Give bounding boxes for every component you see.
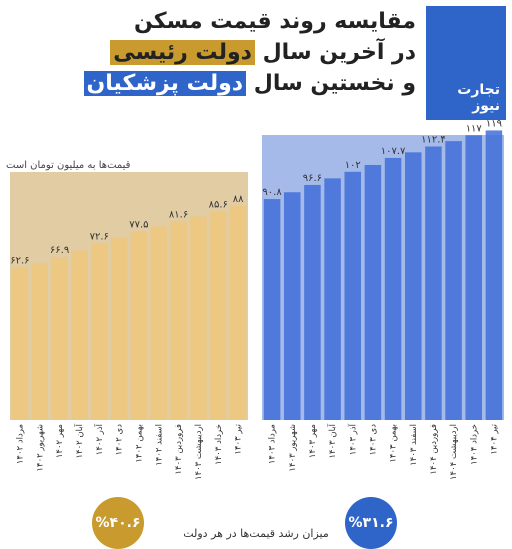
x-tick-label-raisi-5: آذر ۱۴۰۲ <box>93 423 105 455</box>
x-tick-label-raisi-8: اسفند ۱۴۰۲ <box>154 424 164 466</box>
data-label-pezeshkian-1: ۹۰.۸ <box>262 187 282 198</box>
bar-pezeshkian-6 <box>364 164 382 420</box>
x-tick-label-raisi-2: شهریور ۱۴۰۲ <box>35 424 45 472</box>
data-label-pezeshkian-5: ۱۰۲ <box>345 160 361 171</box>
x-tick-label-pezeshkian-9: فروردین ۱۴۰۴ <box>429 424 439 475</box>
bar-pezeshkian-7 <box>384 157 402 420</box>
footer-label: میزان رشد قیمت‌ها در هر دولت <box>183 527 329 540</box>
bar-raisi-3 <box>51 257 68 420</box>
bar-raisi-2 <box>31 263 48 420</box>
data-label-raisi-3: ۶۶.۹ <box>50 245 69 256</box>
bar-pezeshkian-5 <box>344 171 362 420</box>
title-highlight-pezeshkian: دولت پزشکیان <box>83 71 247 96</box>
bar-pezeshkian-12 <box>485 130 503 420</box>
x-tick-label-raisi-11: خرداد ۱۴۰۳ <box>214 424 224 465</box>
bar-raisi-11 <box>210 211 227 420</box>
data-label-raisi-9: ۸۱.۶ <box>169 209 188 220</box>
bar-pezeshkian-2 <box>283 192 301 420</box>
x-tick-label-raisi-10: اردیبهشت ۱۴۰۳ <box>194 424 204 480</box>
bar-pezeshkian-11 <box>465 135 483 421</box>
bar-raisi-7 <box>130 231 148 420</box>
bar-pezeshkian-10 <box>445 141 462 420</box>
x-tick-label-pezeshkian-5: آذر ۱۴۰۳ <box>346 423 358 455</box>
x-tick-label-raisi-9: فروردین ۱۴۰۳ <box>174 424 184 475</box>
x-tick-label-pezeshkian-11: خرداد ۱۴۰۴ <box>469 424 479 465</box>
bar-pezeshkian-3 <box>304 184 321 420</box>
title-line-3-prefix: و نخستین سال <box>246 71 416 96</box>
x-tick-label-raisi-1: مرداد ۱۴۰۲ <box>15 424 25 464</box>
chart-title: مقایسه روند قیمت مسکن در آخرین سال دولت … <box>83 6 416 99</box>
bar-pezeshkian-8 <box>404 152 422 421</box>
logo-text: تجارت نیوز <box>457 82 500 114</box>
x-tick-label-pezeshkian-8: اسفند ۱۴۰۳ <box>409 424 419 466</box>
title-line-2: در آخرین سال دولت رئیسی <box>100 37 416 68</box>
bar-raisi-6 <box>110 237 128 420</box>
data-label-pezeshkian-11: ۱۱۷ <box>466 123 483 134</box>
x-tick-label-pezeshkian-7: بهمن ۱۴۰۳ <box>389 424 399 463</box>
data-label-raisi-1: ۶۲.۶ <box>10 256 29 267</box>
data-label-raisi-5: ۷۲.۶ <box>90 231 109 242</box>
x-tick-label-raisi-4: آبان ۱۴۰۲ <box>73 423 85 458</box>
data-label-pezeshkian-9: ۱۱۲.۴ <box>421 134 446 145</box>
bar-raisi-9 <box>170 221 187 420</box>
bar-raisi-12 <box>229 205 247 420</box>
x-tick-label-raisi-6: دی ۱۴۰۲ <box>115 424 125 456</box>
x-tick-label-raisi-3: مهر ۱۴۰۲ <box>55 424 65 458</box>
title-highlight-raisi: دولت رئیسی <box>110 40 255 65</box>
unit-note: قیمت‌ها به میلیون تومان است <box>6 160 131 171</box>
data-label-raisi-7: ۷۷.۵ <box>129 219 148 230</box>
x-tick-label-pezeshkian-12: تیر ۱۴۰۴ <box>489 423 499 454</box>
data-label-pezeshkian-12: ۱۱۹ <box>486 118 502 129</box>
bar-pezeshkian-1 <box>263 199 281 420</box>
x-tick-label-pezeshkian-2: شهریور ۱۴۰۳ <box>288 424 298 472</box>
brand-logo: تجارت نیوز <box>426 6 506 120</box>
panel-background-pezeshkian <box>262 135 504 420</box>
title-line-2-prefix: در آخرین سال <box>254 40 416 65</box>
growth-badge-pezeshkian: %۳۱.۶ <box>345 497 397 549</box>
data-label-raisi-12: ۸۸ <box>233 194 244 205</box>
x-tick-label-pezeshkian-6: دی ۱۴۰۳ <box>368 424 378 456</box>
x-tick-label-pezeshkian-3: مهر ۱۴۰۳ <box>308 424 318 458</box>
panel-background-raisi <box>10 172 248 420</box>
bar-raisi-4 <box>71 250 88 420</box>
growth-badge-raisi: %۴۰.۶ <box>92 497 144 549</box>
x-tick-label-pezeshkian-4: آبان ۱۴۰۳ <box>326 423 338 458</box>
title-line-1: مقایسه روند قیمت مسکن <box>133 9 416 34</box>
title-line-3: و نخستین سال دولت پزشکیان <box>83 68 416 99</box>
bar-pezeshkian-4 <box>324 178 341 420</box>
bar-raisi-8 <box>150 226 167 420</box>
data-label-pezeshkian-7: ۱۰۷.۷ <box>381 146 406 157</box>
bar-raisi-10 <box>190 216 207 420</box>
bar-raisi-1 <box>11 267 29 420</box>
x-tick-label-pezeshkian-10: اردیبهشت ۱۴۰۴ <box>449 424 459 480</box>
x-tick-label-raisi-7: بهمن ۱۴۰۲ <box>134 424 144 463</box>
x-tick-label-pezeshkian-1: مرداد ۱۴۰۳ <box>268 424 278 464</box>
bar-pezeshkian-9 <box>425 146 442 420</box>
bar-raisi-5 <box>91 243 108 420</box>
data-label-pezeshkian-3: ۹۶.۶ <box>303 173 322 184</box>
x-tick-label-raisi-12: تیر ۱۴۰۳ <box>234 423 244 454</box>
data-label-raisi-11: ۸۵.۶ <box>209 200 228 211</box>
